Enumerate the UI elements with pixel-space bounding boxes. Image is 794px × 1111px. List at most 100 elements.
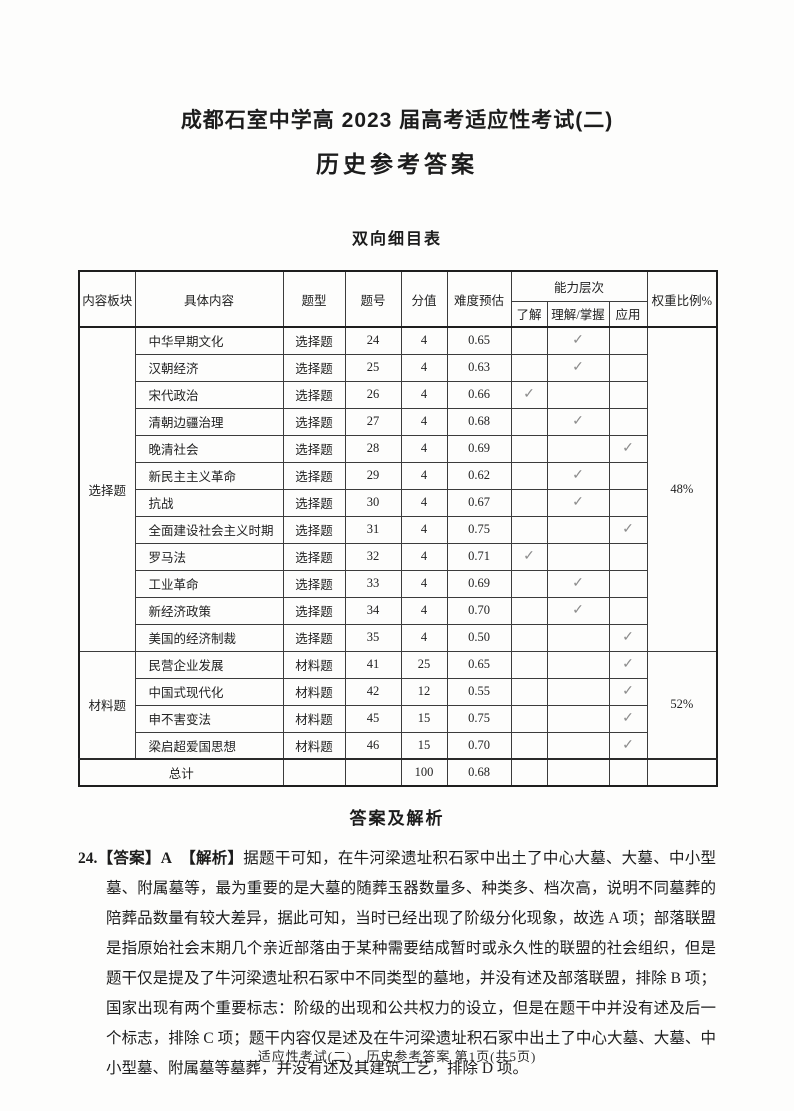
cell-content: 宋代政治 bbox=[134, 380, 284, 409]
group-label-cell: 选择题 bbox=[78, 326, 136, 652]
cell-level-apply bbox=[608, 488, 648, 517]
cell-level-know bbox=[510, 515, 548, 544]
cell-level-understand: ✓ bbox=[546, 488, 610, 517]
table-row: 选择题 中华早期文化 选择题 24 4 0.65 ✓ 48% bbox=[78, 326, 718, 652]
cell-type: 选择题 bbox=[282, 380, 346, 409]
cell-level-know bbox=[510, 353, 548, 382]
cell-type: 材料题 bbox=[282, 731, 346, 760]
cell-content: 中华早期文化 bbox=[134, 326, 284, 355]
cell-number: 41 bbox=[344, 650, 402, 679]
cell-level-understand bbox=[546, 704, 610, 733]
cell-score: 4 bbox=[400, 488, 448, 517]
cell-level-understand bbox=[546, 380, 610, 409]
header-weight-ratio: 权重比例% bbox=[646, 270, 718, 328]
cell-level-know bbox=[510, 704, 548, 733]
answers-heading: 答案及解析 bbox=[349, 809, 445, 828]
cell-level-apply: ✓ bbox=[608, 704, 648, 733]
cell-number: 34 bbox=[344, 596, 402, 625]
table-row: 抗战 选择题 30 4 0.67 ✓ bbox=[79, 488, 717, 517]
cell-level-know bbox=[510, 407, 548, 436]
cell-level-apply: ✓ bbox=[608, 434, 648, 463]
cell-type: 选择题 bbox=[282, 434, 346, 463]
cell-level-apply bbox=[608, 380, 648, 409]
cell-level-understand bbox=[546, 650, 610, 679]
cell-number: 42 bbox=[344, 677, 402, 706]
cell-level-know bbox=[510, 731, 548, 760]
cell-content: 梁启超爱国思想 bbox=[134, 731, 284, 760]
cell-number: 45 bbox=[344, 704, 402, 733]
answer-label: 【答案】A bbox=[97, 850, 172, 867]
cell-type: 选择题 bbox=[282, 623, 346, 652]
cell-score: 4 bbox=[400, 407, 448, 436]
cell-score: 4 bbox=[400, 569, 448, 598]
cell-score: 4 bbox=[400, 623, 448, 652]
cell-level-know bbox=[510, 461, 548, 490]
cell-content: 新经济政策 bbox=[134, 596, 284, 625]
header-score: 分值 bbox=[400, 270, 448, 328]
cell-content: 中国式现代化 bbox=[134, 677, 284, 706]
table-row: 清朝边疆治理 选择题 27 4 0.68 ✓ bbox=[79, 407, 717, 436]
table-row: 材料题 民营企业发展 材料题 41 25 0.65 ✓ 52% bbox=[78, 650, 718, 760]
cell-level-understand: ✓ bbox=[546, 461, 610, 490]
spec-table-body: 选择题 中华早期文化 选择题 24 4 0.65 ✓ 48% 汉朝经济 选择题 25 4 0.63 ✓ 宋代… bbox=[78, 326, 718, 787]
cell-level-understand bbox=[546, 677, 610, 706]
total-level-know bbox=[510, 758, 548, 787]
header-specific-content: 具体内容 bbox=[134, 270, 284, 328]
cell-type: 材料题 bbox=[282, 677, 346, 706]
cell-number: 24 bbox=[344, 326, 402, 355]
cell-level-understand bbox=[546, 434, 610, 463]
cell-type: 选择题 bbox=[282, 569, 346, 598]
cell-type: 选择题 bbox=[282, 515, 346, 544]
cell-difficulty: 0.69 bbox=[446, 434, 512, 463]
cell-score: 4 bbox=[400, 515, 448, 544]
table-row: 工业革命 选择题 33 4 0.69 ✓ bbox=[79, 569, 717, 598]
cell-type: 选择题 bbox=[282, 596, 346, 625]
cell-difficulty: 0.66 bbox=[446, 380, 512, 409]
cell-type: 选择题 bbox=[282, 461, 346, 490]
cell-score: 12 bbox=[400, 677, 448, 706]
cell-score: 4 bbox=[400, 434, 448, 463]
analysis-text: 据题干可知，在牛河梁遗址积石冢中出土了中心大墓、大墓、中小型墓、附属墓等，最为重… bbox=[106, 850, 716, 1077]
cell-type: 选择题 bbox=[282, 488, 346, 517]
total-weight-cell bbox=[646, 758, 718, 787]
table-row: 汉朝经济 选择题 25 4 0.63 ✓ bbox=[79, 353, 717, 382]
cell-difficulty: 0.75 bbox=[446, 704, 512, 733]
table-row: 宋代政治 选择题 26 4 0.66 ✓ bbox=[79, 380, 717, 409]
total-level-understand bbox=[546, 758, 610, 787]
cell-content: 美国的经济制裁 bbox=[134, 623, 284, 652]
cell-difficulty: 0.75 bbox=[446, 515, 512, 544]
cell-type: 选择题 bbox=[282, 353, 346, 382]
cell-level-know: ✓ bbox=[510, 380, 548, 409]
cell-type: 选择题 bbox=[282, 407, 346, 436]
cell-level-apply: ✓ bbox=[608, 650, 648, 679]
cell-content: 抗战 bbox=[134, 488, 284, 517]
header-know: 了解 bbox=[510, 300, 548, 328]
cell-level-apply: ✓ bbox=[608, 731, 648, 760]
cell-type: 选择题 bbox=[282, 326, 346, 355]
cell-difficulty: 0.65 bbox=[446, 326, 512, 355]
table-row: 晚清社会 选择题 28 4 0.69 ✓ bbox=[79, 434, 717, 463]
cell-score: 4 bbox=[400, 461, 448, 490]
cell-number: 46 bbox=[344, 731, 402, 760]
cell-number: 31 bbox=[344, 515, 402, 544]
cell-level-understand: ✓ bbox=[546, 569, 610, 598]
cell-number: 33 bbox=[344, 569, 402, 598]
group-weight-cell: 48% bbox=[646, 326, 718, 652]
table-row: 梁启超爱国思想 材料题 46 15 0.70 ✓ bbox=[79, 731, 717, 760]
cell-level-apply: ✓ bbox=[608, 677, 648, 706]
cell-difficulty: 0.68 bbox=[446, 407, 512, 436]
cell-content: 罗马法 bbox=[134, 542, 284, 571]
cell-level-apply bbox=[608, 596, 648, 625]
cell-level-know bbox=[510, 488, 548, 517]
analysis-label: 【解析】 bbox=[180, 850, 244, 867]
cell-level-know bbox=[510, 569, 548, 598]
total-type-cell bbox=[282, 758, 346, 787]
header-difficulty: 难度预估 bbox=[446, 270, 512, 328]
cell-level-apply bbox=[608, 326, 648, 355]
cell-number: 27 bbox=[344, 407, 402, 436]
cell-level-understand: ✓ bbox=[546, 596, 610, 625]
cell-content: 晚清社会 bbox=[134, 434, 284, 463]
cell-level-understand: ✓ bbox=[546, 407, 610, 436]
header-apply: 应用 bbox=[608, 300, 648, 328]
